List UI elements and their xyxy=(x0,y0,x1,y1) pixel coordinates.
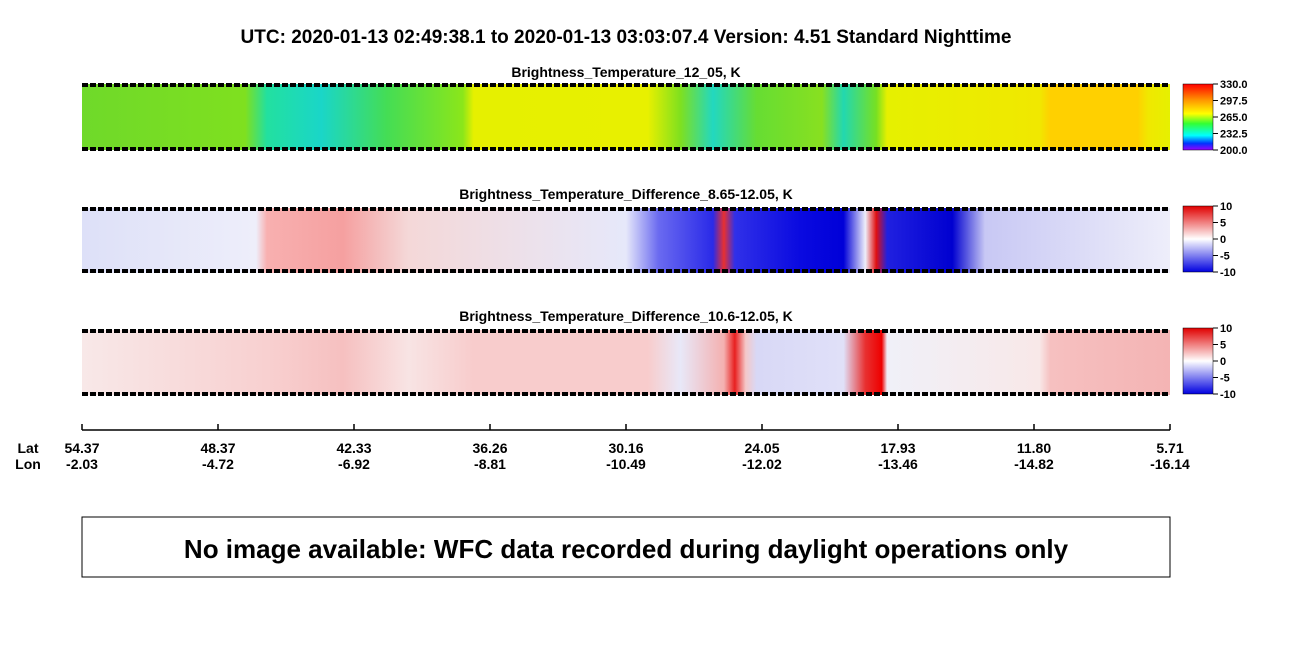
image xyxy=(82,84,1170,150)
colorbar-tick-label: 5 xyxy=(1220,218,1226,230)
image xyxy=(82,208,1170,273)
panel-title: Brightness_Temperature_Difference_10.6-1… xyxy=(459,308,793,324)
lon-label: -2.03 xyxy=(66,456,98,472)
lon-label: -13.46 xyxy=(878,456,918,472)
lon-label: -16.14 xyxy=(1150,456,1190,472)
colorbar-tick-label: -5 xyxy=(1220,373,1230,385)
colorbar-tick-label: 232.5 xyxy=(1220,129,1248,141)
lat-label: 30.16 xyxy=(608,440,643,456)
panel: Brightness_Temperature_Difference_8.65-1… xyxy=(82,186,1214,273)
colorbar-tick-label: 330.0 xyxy=(1220,79,1248,91)
lat-label: 36.26 xyxy=(472,440,507,456)
image xyxy=(82,330,1170,395)
panel-title: Brightness_Temperature_Difference_8.65-1… xyxy=(459,186,793,202)
colorbar-tick-label: 0 xyxy=(1220,356,1226,368)
colorbar-tick-label: 0 xyxy=(1220,234,1226,246)
lon-label: -10.49 xyxy=(606,456,646,472)
colorbar-tick-label: 5 xyxy=(1220,340,1226,352)
lat-label: 24.05 xyxy=(744,440,779,456)
lat-label: 17.93 xyxy=(880,440,915,456)
lat-label: 54.37 xyxy=(64,440,99,456)
axis-label: Lat xyxy=(18,440,39,456)
colorbar-tick-label: 297.5 xyxy=(1220,96,1248,108)
axis-label: Lon xyxy=(15,456,41,472)
lon-label: -6.92 xyxy=(338,456,370,472)
panel: Brightness_Temperature_12_05, K xyxy=(82,64,1214,151)
colorbar-tick-label: 265.0 xyxy=(1220,112,1248,124)
lon-label: -14.82 xyxy=(1014,456,1054,472)
colorbar-tick-label: -10 xyxy=(1220,389,1236,401)
lat-label: 42.33 xyxy=(336,440,371,456)
image-borders xyxy=(82,83,1170,396)
panel: Brightness_Temperature_Difference_10.6-1… xyxy=(82,308,1214,395)
notice-box xyxy=(81,516,1171,578)
title: UTC: 2020-01-13 02:49:38.1 to 2020-01-13… xyxy=(241,27,1012,48)
lat-label: 5.71 xyxy=(1156,440,1183,456)
axis: 54.37-2.03 48.37-4.72 42.33-6.92 36.26-8.81… xyxy=(64,424,1190,472)
lon-label: -12.02 xyxy=(742,456,782,472)
panel-title: Brightness_Temperature_12_05, K xyxy=(511,64,740,80)
colorbar-tick-label: 10 xyxy=(1220,323,1232,335)
colorbar-tick-label: 10 xyxy=(1220,201,1232,213)
colorbar-tick-label: -10 xyxy=(1220,267,1236,279)
colorbar-tick-label: 200.0 xyxy=(1220,145,1248,157)
colorbar xyxy=(1182,327,1214,395)
colorbar xyxy=(1182,205,1214,273)
colorbar-tick-label: -5 xyxy=(1220,251,1230,263)
colorbar xyxy=(1182,83,1214,151)
notice: No image available: WFC data recorded du… xyxy=(184,534,1069,564)
lat-label: 11.80 xyxy=(1017,440,1051,456)
lon-label: -4.72 xyxy=(202,456,234,472)
lat-label: 48.37 xyxy=(200,440,235,456)
lon-label: -8.81 xyxy=(474,456,506,472)
